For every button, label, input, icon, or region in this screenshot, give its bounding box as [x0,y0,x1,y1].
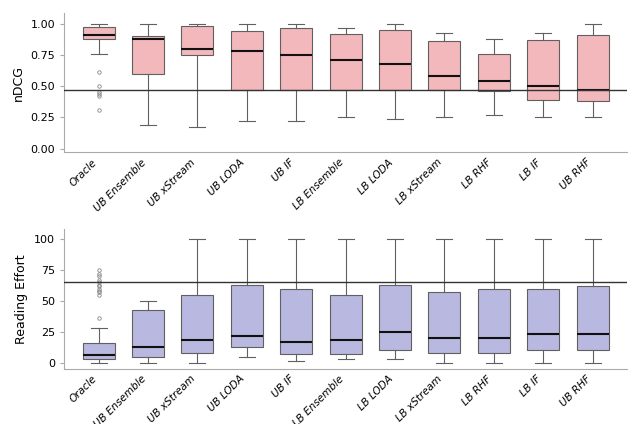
PathPatch shape [181,26,214,55]
PathPatch shape [428,42,460,90]
PathPatch shape [379,285,411,350]
PathPatch shape [231,31,263,90]
PathPatch shape [231,285,263,347]
PathPatch shape [477,289,510,353]
PathPatch shape [280,28,312,90]
PathPatch shape [330,295,362,354]
PathPatch shape [527,289,559,350]
PathPatch shape [577,35,609,101]
PathPatch shape [428,292,460,353]
PathPatch shape [330,34,362,90]
Y-axis label: Reading Effort: Reading Effort [15,254,28,344]
PathPatch shape [83,27,115,39]
PathPatch shape [83,343,115,359]
PathPatch shape [280,289,312,354]
PathPatch shape [527,40,559,100]
Y-axis label: nDCG: nDCG [12,64,25,100]
PathPatch shape [132,36,164,74]
PathPatch shape [132,310,164,357]
PathPatch shape [577,286,609,350]
PathPatch shape [181,295,214,353]
PathPatch shape [379,30,411,90]
PathPatch shape [477,54,510,91]
